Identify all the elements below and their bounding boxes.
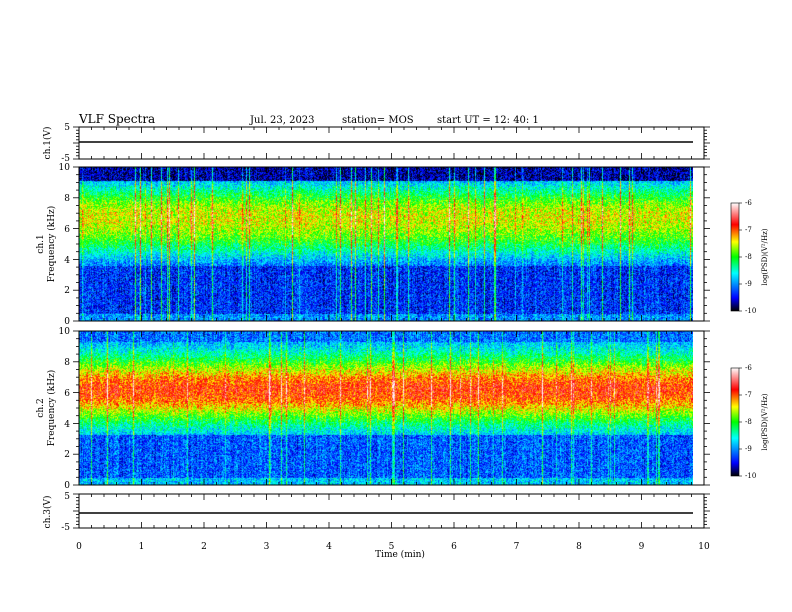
ch2-cb-tick-minus9: -9 [745, 445, 752, 453]
ch2-cb-tick-minus6: -6 [745, 364, 752, 372]
x-axis-label: Time (min) [375, 549, 425, 560]
ch2-ytick-2: 2 [64, 450, 70, 460]
x-tick-label: 8 [576, 542, 582, 552]
ch1-spectrogram [79, 167, 693, 321]
date-label: Jul. 23, 2023 [249, 115, 315, 126]
ch1-spectrogram-ticks [73, 166, 710, 322]
ylabel-line: Frequency (kHz) [46, 206, 57, 283]
ch2-ytick-6: 6 [64, 389, 70, 399]
x-tick-label: 2 [201, 542, 207, 552]
ch1-spectrogram-panel: 0 2 4 6 8 10 ch.1Frequency (kHz) -6 -7 -… [36, 163, 769, 327]
start-ut-label: start UT = 12: 40: 1 [437, 115, 539, 126]
ch1-ytick-6: 6 [64, 225, 70, 235]
ch1-ytick-minus5: -5 [61, 154, 70, 164]
ch1-voltage-ylabel: ch.1(V) [42, 127, 53, 160]
chart-title: VLF Spectra [78, 112, 155, 126]
x-tick-label: 3 [264, 542, 270, 552]
ch2-ytick-0: 0 [64, 481, 70, 491]
ylabel-line: ch.1 [36, 234, 46, 253]
ch3-ytick-minus5: -5 [61, 523, 70, 533]
ch1-ytick-10: 10 [59, 163, 71, 173]
ch2-ytick-4: 4 [64, 420, 70, 430]
ch1-voltage-ticks [73, 126, 710, 160]
ch2-spectrogram-ticks [73, 330, 710, 486]
ch2-cb-tick-minus7: -7 [745, 391, 752, 399]
ch1-ytick-8: 8 [64, 194, 70, 204]
ylabel-line: ch.2 [36, 398, 46, 417]
ch1-spectrogram-ylabel: ch.1Frequency (kHz) [36, 206, 57, 283]
ch2-ytick-10: 10 [59, 327, 71, 337]
ch2-ytick-8: 8 [64, 358, 70, 368]
ch1-ytick-4: 4 [64, 256, 70, 266]
x-tick-label: 6 [451, 542, 457, 552]
ch1-voltage-panel: 5 -5 ch.1(V) [42, 123, 710, 164]
x-tick-label: 10 [698, 542, 710, 552]
x-axis-tick-labels: 0 1 2 3 4 5 6 7 8 9 10 [76, 542, 710, 552]
ch2-spectrogram [79, 331, 693, 485]
ch1-cb-tick-minus10: -10 [745, 307, 756, 315]
x-tick-label: 4 [326, 542, 332, 552]
x-tick-label: 7 [514, 542, 520, 552]
ch2-cb-tick-minus8: -8 [745, 418, 752, 426]
ch1-ytick-5: 5 [64, 123, 70, 133]
x-tick-label: 1 [139, 542, 145, 552]
ch1-cb-tick-minus9: -9 [745, 280, 752, 288]
ylabel-line: Frequency (kHz) [46, 370, 57, 447]
ch2-cb-tick-minus10: -10 [745, 472, 756, 480]
ch1-colorbar-label: log(PSD)(V²/Hz) [761, 228, 769, 285]
x-tick-label: 5 [389, 542, 395, 552]
ch1-cb-tick-minus7: -7 [745, 226, 752, 234]
ch1-cb-tick-minus6: -6 [745, 199, 752, 207]
ch1-colorbar [730, 202, 740, 312]
ch3-voltage-panel: 5 -5 ch.3(V) [42, 492, 710, 533]
ch1-ytick-2: 2 [64, 286, 70, 296]
ch3-voltage-ticks [73, 493, 710, 529]
station-label: station= MOS [342, 115, 414, 126]
ch2-colorbar-ticks [739, 367, 742, 477]
ch2-spectrogram-ylabel: ch.2Frequency (kHz) [36, 370, 57, 447]
ch3-ytick-5: 5 [64, 492, 70, 502]
ch2-colorbar-label: log(PSD)(V²/Hz) [761, 393, 769, 450]
ch1-cb-tick-minus8: -8 [745, 253, 752, 261]
x-tick-label: 9 [639, 542, 645, 552]
ch1-colorbar-ticks [739, 202, 742, 312]
ch2-spectrogram-panel: 0 2 4 6 8 10 ch.2Frequency (kHz) -6 -7 -… [36, 327, 769, 491]
ch3-voltage-ylabel: ch.3(V) [42, 496, 53, 529]
ch1-ytick-0: 0 [64, 317, 70, 327]
ch2-colorbar [730, 367, 740, 477]
x-tick-label: 0 [76, 542, 82, 552]
